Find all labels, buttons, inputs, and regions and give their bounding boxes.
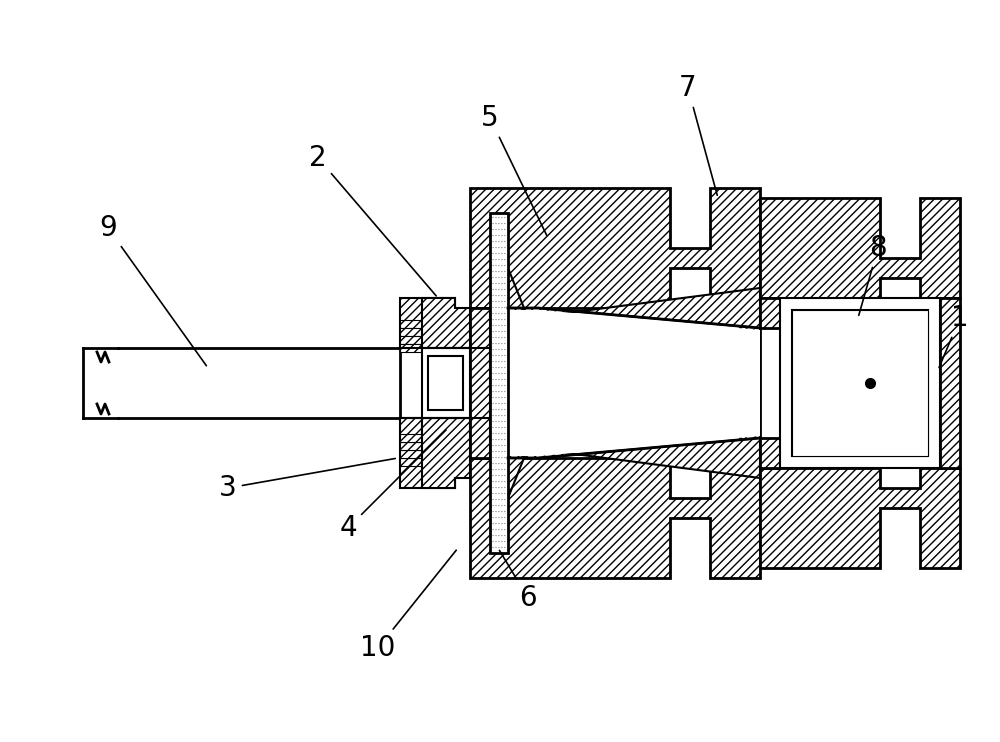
Bar [760,298,780,468]
Text: 5: 5 [481,104,547,235]
Bar [400,458,422,466]
Bar [792,310,928,456]
Bar [428,356,463,410]
Bar [400,442,422,450]
Polygon shape [490,308,590,458]
Bar [470,308,490,458]
Bar [118,348,400,418]
Bar [400,450,422,458]
Bar [400,344,422,352]
Text: 2: 2 [309,144,436,296]
Polygon shape [422,298,470,348]
Bar [792,310,928,456]
Polygon shape [760,468,960,568]
Text: 4: 4 [339,430,446,542]
Bar [780,298,940,468]
Polygon shape [508,438,760,498]
Text: 7: 7 [679,74,717,195]
Bar [400,336,422,344]
Bar [400,434,422,442]
Polygon shape [508,268,760,328]
Text: 1: 1 [939,304,969,367]
Bar [940,298,960,468]
Polygon shape [760,198,960,298]
Polygon shape [400,298,455,348]
Polygon shape [422,418,470,488]
Text: 3: 3 [219,459,395,502]
Polygon shape [470,458,760,578]
Bar [400,328,422,336]
Text: 9: 9 [99,214,206,366]
Text: 10: 10 [360,550,456,662]
Polygon shape [400,418,455,488]
Bar [490,213,508,553]
Polygon shape [508,310,760,456]
Bar [400,320,422,328]
Polygon shape [470,188,760,308]
Bar [760,328,800,438]
Polygon shape [490,313,585,453]
Text: 8: 8 [859,234,887,315]
Text: 6: 6 [499,551,537,612]
Bar [422,348,470,418]
Bar [740,308,760,458]
